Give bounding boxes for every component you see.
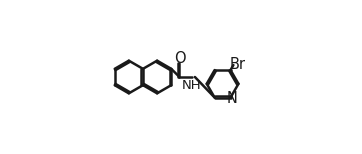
- Text: N: N: [227, 91, 238, 106]
- Text: O: O: [174, 51, 185, 66]
- Text: NH: NH: [182, 79, 201, 92]
- Text: Br: Br: [229, 57, 245, 72]
